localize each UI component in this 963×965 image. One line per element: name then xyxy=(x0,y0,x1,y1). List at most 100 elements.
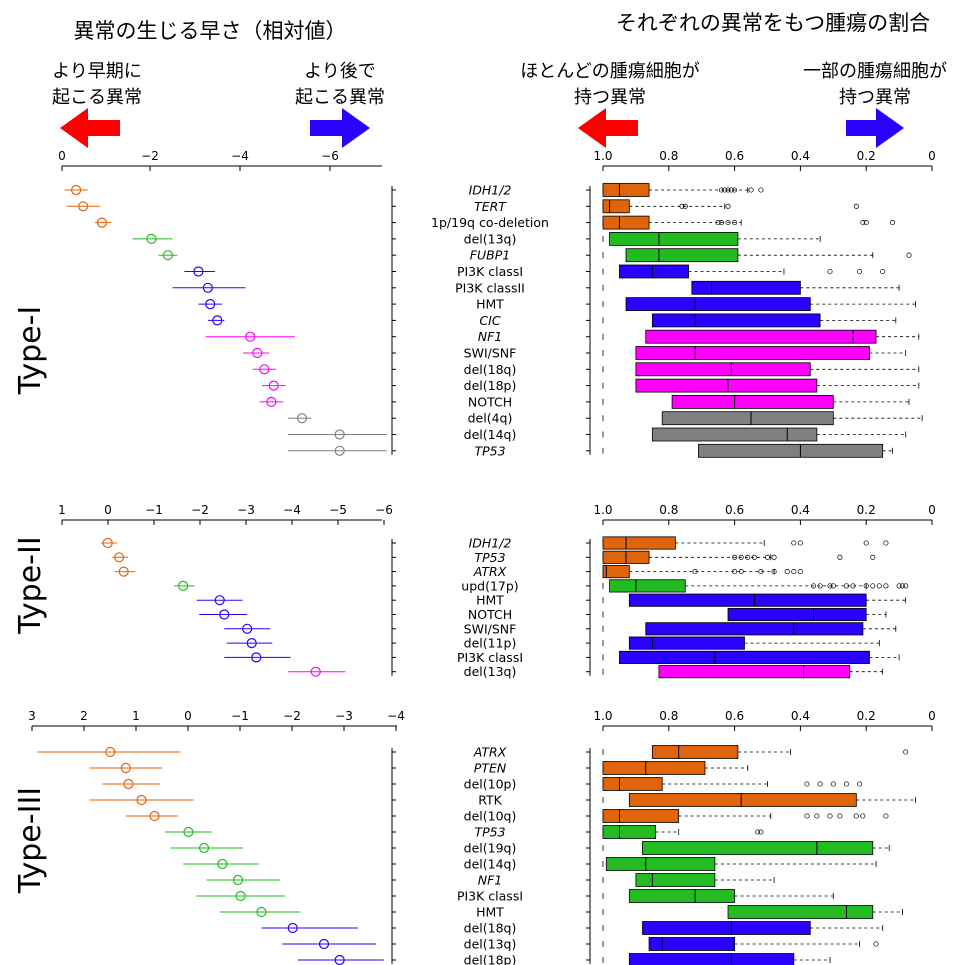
box-iqr xyxy=(635,378,818,393)
timing-axis-tick-label: −4 xyxy=(387,709,405,723)
timing-point xyxy=(114,552,125,563)
alteration-label: PI3K classI xyxy=(457,650,523,665)
alteration-label: NF1 xyxy=(478,873,503,888)
box-iqr xyxy=(661,411,834,426)
timing-axis-tick-label: 2 xyxy=(80,709,88,723)
box-outlier xyxy=(748,187,754,193)
box-iqr xyxy=(727,607,867,622)
box-outlier xyxy=(804,781,810,787)
box-outlier xyxy=(732,187,738,193)
right-left-arrow-label-line1: ほとんどの腫瘍細胞が xyxy=(520,61,699,82)
box-iqr xyxy=(628,593,867,607)
box-outlier xyxy=(843,781,850,787)
timing-point xyxy=(162,250,173,261)
box-iqr xyxy=(605,857,716,871)
alteration-label: NOTCH xyxy=(468,394,512,409)
box-iqr xyxy=(609,231,739,246)
box-outlier xyxy=(860,220,866,226)
alteration-label: ATRX xyxy=(473,745,507,760)
proportion-axis-tick-label: 0.8 xyxy=(659,149,678,163)
alteration-label: del(18p) xyxy=(464,378,517,393)
box-outlier xyxy=(804,813,810,819)
proportion-axis-tick-label: 0.4 xyxy=(791,709,810,723)
alteration-label: NF1 xyxy=(478,329,503,344)
alteration-label: PI3K classI xyxy=(457,264,523,279)
box-outlier xyxy=(827,583,833,589)
timing-point xyxy=(259,364,270,375)
box-outlier xyxy=(758,569,764,575)
alteration-label: PI3K classI xyxy=(457,889,523,904)
box-outlier xyxy=(718,187,724,193)
proportion-axis-tick-label: 0.4 xyxy=(791,149,810,163)
alteration-label: del(4q) xyxy=(468,411,513,426)
box-iqr xyxy=(635,873,716,887)
box-outlier xyxy=(811,583,817,589)
timing-axis-tick-label: −4 xyxy=(283,503,301,517)
alteration-label: NOTCH xyxy=(468,607,512,622)
box-iqr xyxy=(628,793,857,807)
timing-axis-tick-label: −1 xyxy=(231,709,249,723)
box-outlier xyxy=(725,203,731,209)
box-outlier xyxy=(903,749,909,755)
timing-point xyxy=(246,637,257,649)
panel-2: 1 0 −1 −2 −3 −4 −5 −6 1.0 0.8 0.6 0.4 0.2 0 IDH1/2TP53… xyxy=(58,503,936,679)
box-outlier xyxy=(883,583,889,589)
box-outlier xyxy=(863,583,869,589)
box-outlier xyxy=(679,203,685,209)
proportion-axis-tick-label: 0.6 xyxy=(725,503,744,517)
box-outlier xyxy=(764,554,771,560)
timing-point xyxy=(217,858,228,870)
timing-point xyxy=(198,842,210,854)
timing-axis-tick-label: −2 xyxy=(191,503,209,517)
timing-point xyxy=(212,315,223,326)
box-iqr xyxy=(609,579,686,593)
proportion-axis-tick-label: 0.6 xyxy=(725,149,744,163)
alteration-label: IDH1/2 xyxy=(469,183,512,198)
timing-axis-tick-label: −5 xyxy=(329,503,347,517)
alteration-label: TP53 xyxy=(474,825,505,840)
box-iqr xyxy=(602,536,676,550)
box-iqr xyxy=(602,183,650,197)
box-outlier xyxy=(857,781,863,787)
alteration-label: SWI/SNF xyxy=(464,621,517,636)
box-iqr xyxy=(635,346,870,360)
alteration-label: del(11p) xyxy=(464,636,517,651)
box-outlier xyxy=(863,540,869,546)
box-outlier xyxy=(758,829,764,835)
right-left-arrow-label-line2: 持つ異常 xyxy=(574,87,646,108)
box-outlier xyxy=(876,583,882,589)
box-iqr xyxy=(619,650,870,664)
timing-point xyxy=(310,666,321,677)
timing-axis-tick-label: 3 xyxy=(28,709,36,723)
alteration-label: del(18p) xyxy=(464,953,517,965)
timing-axis-tick-label: −6 xyxy=(321,149,339,163)
box-iqr xyxy=(645,622,864,636)
timing-point xyxy=(268,380,279,391)
panel-3: 3 2 1 0 −1 −2 −3 −4 1.0 0.8 0.6 0.4 0.2 0ATRXPTENdel(… xyxy=(28,709,936,965)
box-iqr xyxy=(602,565,630,579)
alteration-label: del(13q) xyxy=(464,231,517,246)
panels: 0 −2 −4 −6 1.0 0.8 0.6 0.4 0.2 0IDH1/2TERT1p/19q … xyxy=(28,149,936,965)
alteration-label: del(13q) xyxy=(464,937,517,952)
box-outlier xyxy=(682,203,688,209)
box-outlier xyxy=(738,569,744,575)
alteration-label: del(19q) xyxy=(464,841,517,856)
box-iqr xyxy=(628,953,795,965)
alteration-label: FUBP1 xyxy=(470,248,510,263)
timing-point xyxy=(235,890,246,902)
alteration-label: del(14q) xyxy=(464,857,517,872)
box-iqr xyxy=(651,427,818,442)
timing-axis-tick-label: 0 xyxy=(104,503,112,517)
alteration-label: del(18q) xyxy=(464,921,517,936)
box-outlier xyxy=(725,220,731,226)
box-outlier xyxy=(903,583,909,589)
box-outlier xyxy=(896,583,902,589)
proportion-axis-tick-label: 0.6 xyxy=(725,709,744,723)
proportion-axis-tick-label: 0.2 xyxy=(857,149,876,163)
alteration-label: CIC xyxy=(479,313,500,328)
timing-point xyxy=(78,201,89,212)
box-iqr xyxy=(651,313,821,328)
box-outlier xyxy=(873,941,879,947)
proportion-axis-tick-label: 0 xyxy=(928,503,936,517)
